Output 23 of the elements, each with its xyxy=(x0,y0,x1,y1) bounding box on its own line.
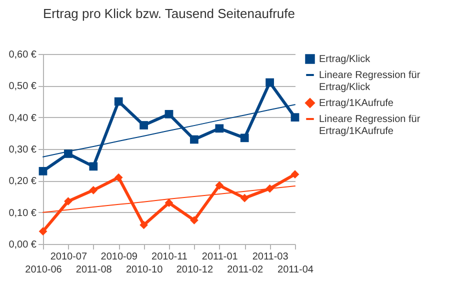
x-tick-label: 2010-12 xyxy=(176,264,214,276)
y-tick-label: 0,00 € xyxy=(8,240,37,250)
legend-label: Lineare Regression für Ertrag/1KAufrufe xyxy=(319,114,421,137)
chart-title: Ertrag pro Klick bzw. Tausend Seitenaufrufe xyxy=(43,6,295,21)
y-tick-label: 0,50 € xyxy=(8,81,37,92)
legend-label: Ertrag/Klick xyxy=(319,54,372,65)
y-tick-label: 0,60 € xyxy=(8,50,37,60)
legend-label: Lineare Regression für Ertrag/Klick xyxy=(319,70,421,93)
x-tick-label: 2011-03 xyxy=(252,252,289,262)
legend-label: Ertrag/1KAufrufe xyxy=(319,98,394,109)
x-tick-label: 2011-02 xyxy=(227,264,264,276)
x-tick-label: 2010-10 xyxy=(126,264,164,276)
x-tick-label: 2010-06 xyxy=(25,264,62,276)
y-tick-label: 0,30 € xyxy=(8,144,37,156)
y-tick-label: 0,10 € xyxy=(8,208,37,219)
x-tick-label: 2011-01 xyxy=(202,252,238,262)
x-tick-label: 2010-09 xyxy=(100,252,138,262)
x-tick-label: 2011-04 xyxy=(278,264,314,276)
y-tick-label: 0,40 € xyxy=(8,112,37,124)
x-tick-label: 2010-07 xyxy=(50,252,88,262)
y-tick-label: 0,20 € xyxy=(8,176,37,188)
x-tick-label: 2010-11 xyxy=(152,252,188,262)
x-tick-label: 2011-08 xyxy=(76,264,112,276)
